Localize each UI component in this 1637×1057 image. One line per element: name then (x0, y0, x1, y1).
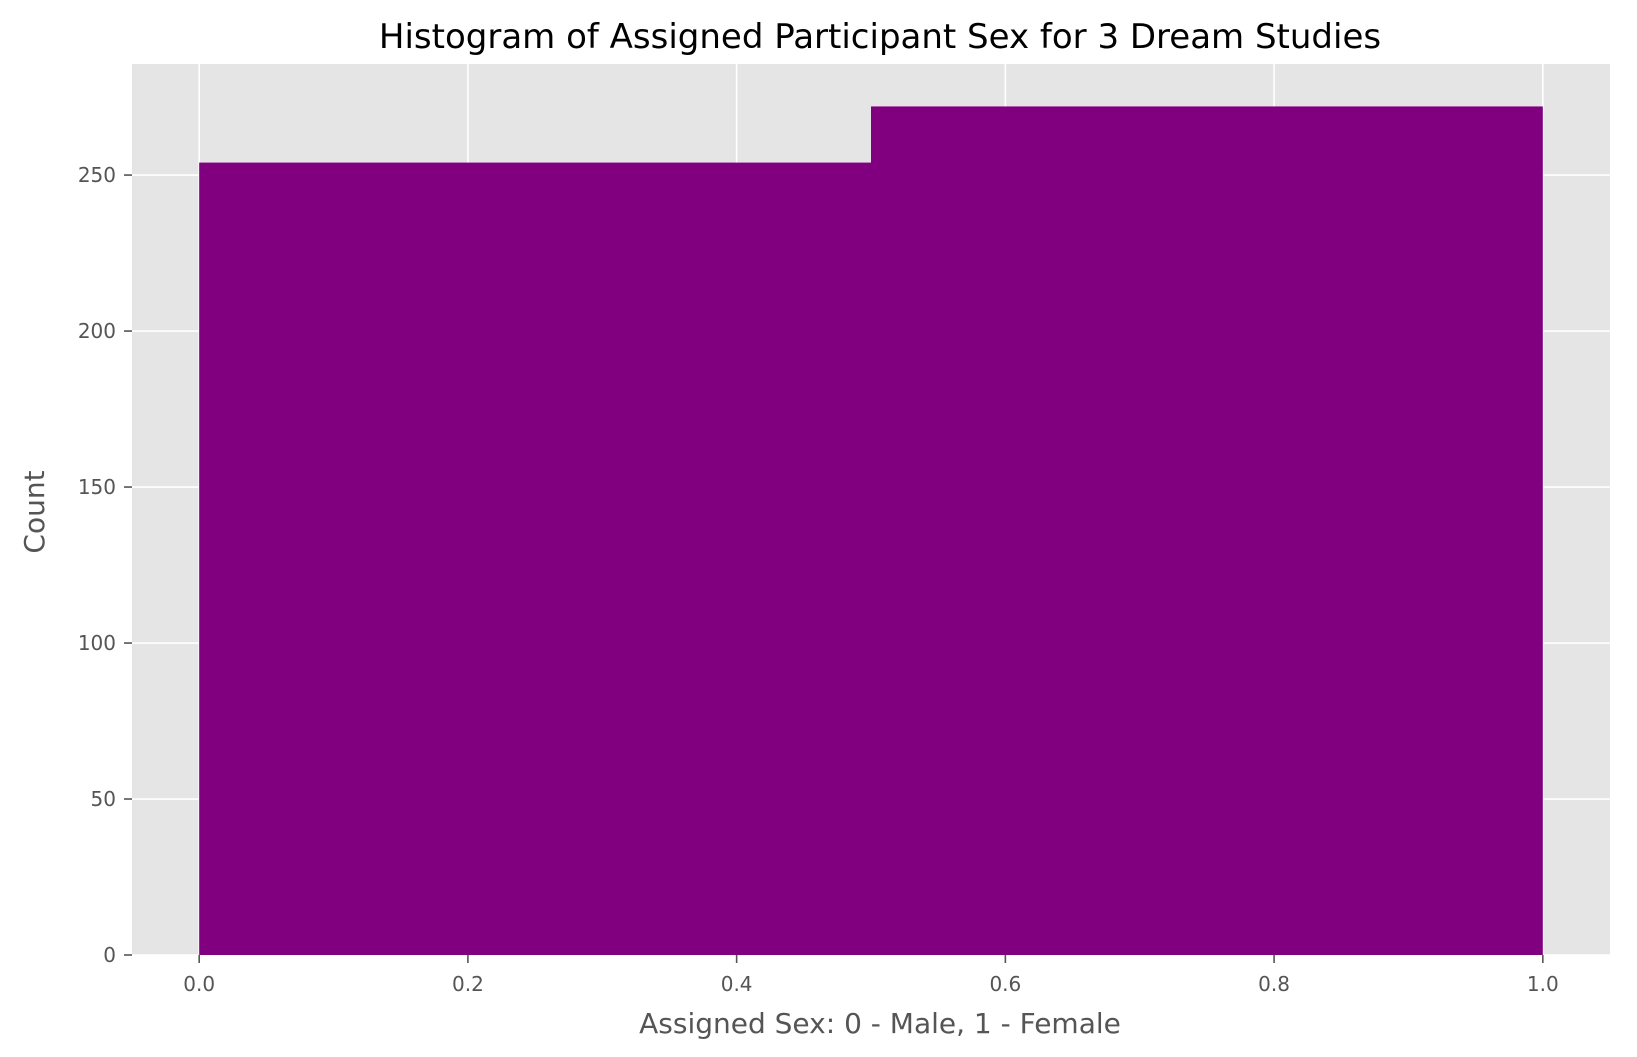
histogram-bars (199, 106, 1543, 955)
x-tick-label-4: 0.8 (1258, 972, 1290, 996)
x-tick-label-5: 1.0 (1527, 972, 1559, 996)
x-axis-label: Assigned Sex: 0 - Male, 1 - Female (639, 1007, 1121, 1040)
y-tick-label-4: 200 (78, 319, 116, 343)
x-tick-label-1: 0.2 (452, 972, 484, 996)
y-tick-label-2: 100 (78, 631, 116, 655)
x-tick-label-3: 0.6 (989, 972, 1021, 996)
y-tick-label-0: 0 (103, 943, 116, 967)
y-tick-label-5: 250 (78, 163, 116, 187)
histogram-bar-0 (199, 162, 871, 955)
y-tick-label-3: 150 (78, 475, 116, 499)
histogram-bar-1 (871, 106, 1543, 955)
x-tick-label-0: 0.0 (183, 972, 215, 996)
axis-ticks: 0.0 0.2 0.4 0.6 0.8 1.0 0 50 100 150 200 250 (78, 163, 1559, 996)
y-tick-label-1: 50 (91, 787, 116, 811)
y-axis-label: Count (18, 470, 51, 553)
chart-title: Histogram of Assigned Participant Sex fo… (379, 17, 1381, 57)
x-tick-label-2: 0.4 (721, 972, 753, 996)
